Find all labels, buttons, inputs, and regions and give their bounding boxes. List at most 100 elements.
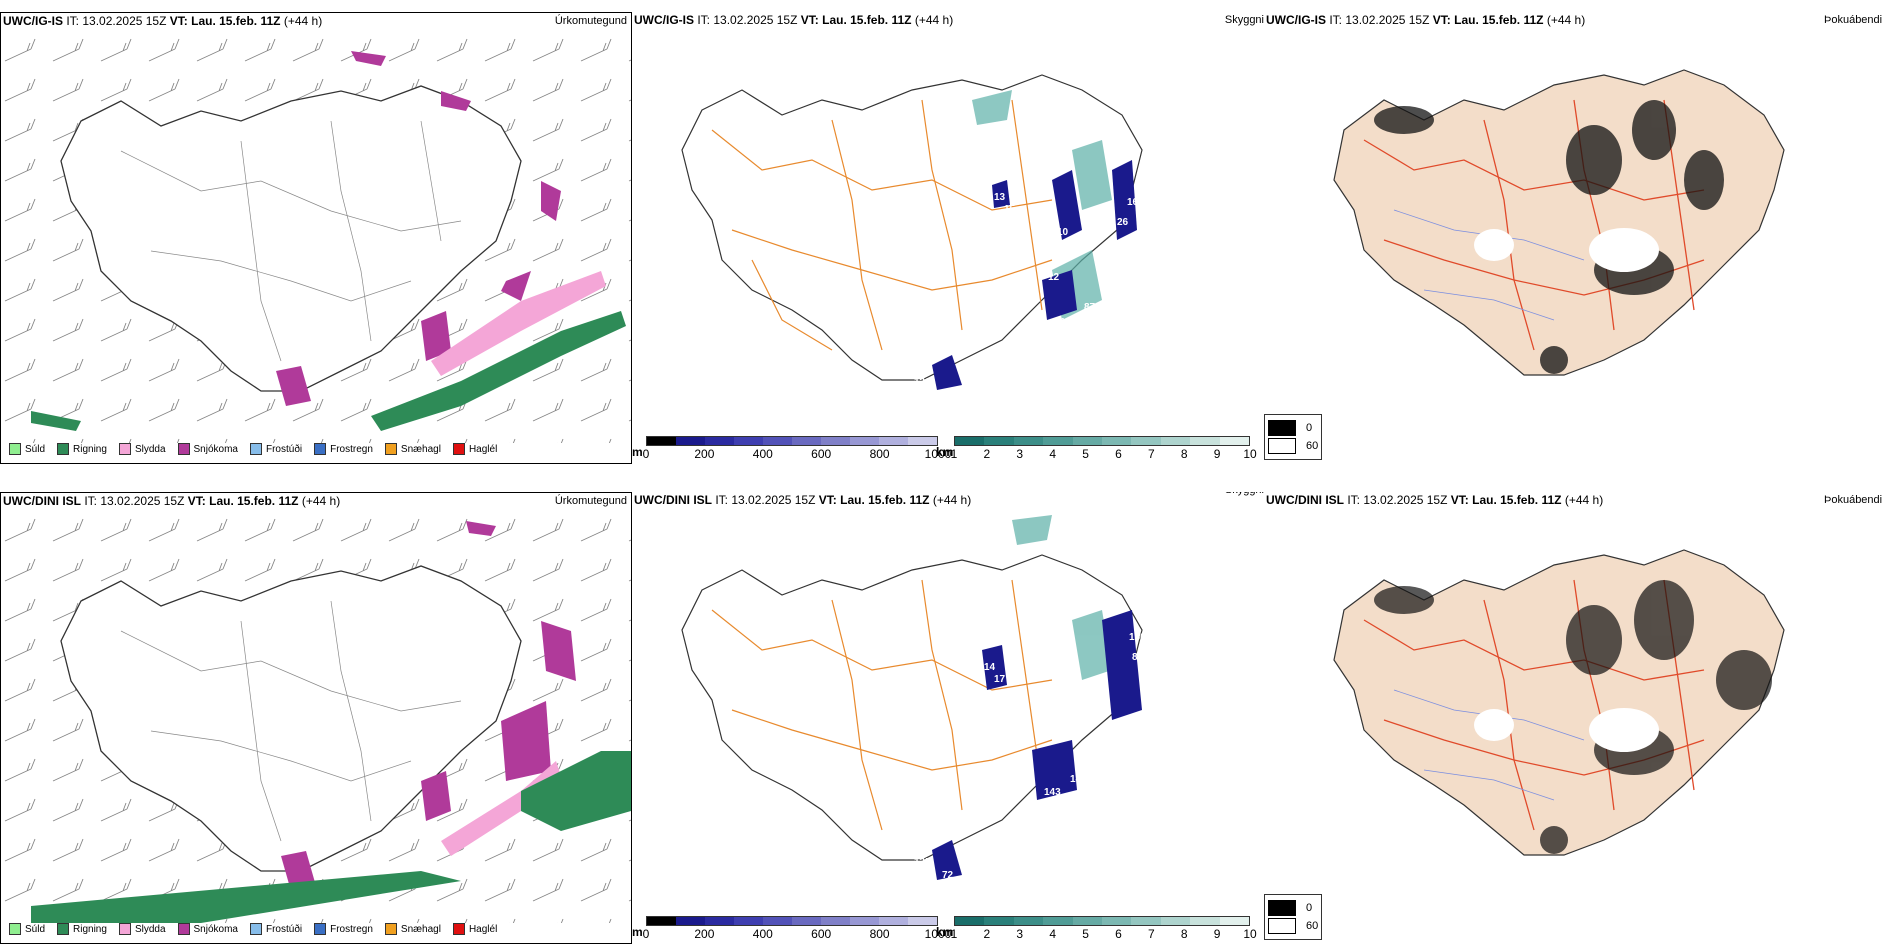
svg-text:13: 13 xyxy=(994,192,1006,203)
legend-item: Frostregn xyxy=(314,923,373,935)
legend-item: Haglél xyxy=(452,923,497,935)
colorbar-tick-label: 0 xyxy=(642,927,650,941)
colorbar-tick-label: 2 xyxy=(983,927,991,941)
colorbar-segment xyxy=(1160,437,1191,445)
colorbar-segment xyxy=(821,917,850,925)
fog-index-label: Þokuábendi xyxy=(1824,14,1883,26)
colorbar-tick-label: 600 xyxy=(811,927,832,941)
svg-text:72: 72 xyxy=(942,870,954,881)
legend-swatch xyxy=(118,923,131,935)
colorbar-segment xyxy=(705,437,734,445)
legend-swatch xyxy=(57,923,70,935)
svg-text:17: 17 xyxy=(994,674,1006,685)
legend-item: Snæhagl xyxy=(384,443,441,455)
colorbar-tick-label: 3 xyxy=(1016,927,1024,941)
legend-swatch xyxy=(314,443,327,455)
visibility-colorbar: km 1 2 3 4 5 6 7 8 9 10 xyxy=(936,436,1257,461)
colorbar-segment xyxy=(1160,917,1191,925)
panel-title-row2-fog: UWC/DINI ISL IT: 13.02.2025 15Z VT: Lau.… xyxy=(1266,493,1604,507)
colorbar-segment xyxy=(850,917,879,925)
colorbar-segment xyxy=(734,917,763,925)
iceland-outline xyxy=(681,554,1143,861)
legend-item: Frostúði xyxy=(249,443,302,455)
svg-text:10: 10 xyxy=(1057,227,1069,238)
legend-swatch xyxy=(177,443,190,455)
colorbar-segment xyxy=(1072,917,1103,925)
svg-text:135: 135 xyxy=(914,857,931,868)
legend-item: Snjókoma xyxy=(177,923,238,935)
colorbar-segment xyxy=(763,437,792,445)
legend-swatch xyxy=(384,443,397,455)
svg-text:26: 26 xyxy=(1117,217,1129,228)
colorbar-segment xyxy=(734,437,763,445)
colorbar-tick-label: 7 xyxy=(1147,927,1155,941)
legend-swatch xyxy=(9,443,21,455)
legend-swatch xyxy=(177,923,190,935)
fog-swatch xyxy=(1268,918,1296,934)
legend-swatch xyxy=(249,923,262,935)
colorbar-tick-label: 4 xyxy=(1049,927,1056,941)
colorbar-segment xyxy=(955,917,985,925)
colorbar-tick-label: 1 xyxy=(950,927,958,941)
cloud-labels-row1: 13 15 10 12 115 87 72 163 230 120 50 9 1… xyxy=(914,192,1149,401)
panel-title-row1-cloud: UWC/IG-IS IT: 13.02.2025 15Z VT: Lau. 15… xyxy=(634,13,954,27)
legend-item: Snæhagl xyxy=(384,923,441,935)
fog-legend-item: 60 xyxy=(1268,918,1318,934)
legend-swatch xyxy=(452,923,465,935)
colorbar-tick-label: 5 xyxy=(1082,447,1089,461)
colorbar-tick-label: 0 xyxy=(642,447,650,461)
precip-map xyxy=(1,31,631,443)
fog-legend-row1: 0 60 xyxy=(1264,414,1323,460)
fog-legend-row2: 0 60 xyxy=(1264,894,1323,940)
colorbar-tick-label: 400 xyxy=(752,447,773,461)
colorbar-segment xyxy=(1013,437,1044,445)
iceland-outline xyxy=(60,565,522,872)
legend-swatch xyxy=(57,443,70,455)
cloud-map: 14 17 13 16 143 14 103 237 128 101 135 7… xyxy=(632,510,1262,910)
svg-text:87: 87 xyxy=(1084,302,1096,313)
colorbar-tick-label: 6 xyxy=(1115,927,1122,941)
legend-swatch xyxy=(118,443,131,455)
colorbar-tick-label: 6 xyxy=(1115,447,1122,461)
precip-type-label: Úrkomutegund xyxy=(554,495,627,507)
fog-index-label: Þokuábendi xyxy=(1824,494,1883,506)
colorbar-segment xyxy=(1219,917,1250,925)
colorbar-tick-label: 2 xyxy=(983,447,991,461)
svg-text:50: 50 xyxy=(942,390,954,401)
colorbar-segment xyxy=(1102,917,1132,925)
colorbar-tick-label: 8 xyxy=(1180,927,1188,941)
svg-text:9: 9 xyxy=(1102,252,1108,263)
colorbar-tick-label: 9 xyxy=(1213,927,1221,941)
legend-item: Snjókoma xyxy=(177,443,238,455)
visibility-label: Skyggni xyxy=(1225,492,1264,496)
svg-text:12: 12 xyxy=(1048,272,1060,283)
precip-panel-row2: UWC/DINI ISL IT: 13.02.2025 15Z VT: Lau.… xyxy=(0,492,632,944)
colorbar-tick-label: 3 xyxy=(1016,447,1024,461)
colorbar-tick-label: 800 xyxy=(869,447,890,461)
panel-title-row1-fog: UWC/IG-IS IT: 13.02.2025 15Z VT: Lau. 15… xyxy=(1266,13,1586,27)
precip-legend-row1: Súld Rigning Slydda Snjókoma Frostúði Fr… xyxy=(9,443,509,455)
legend-swatch xyxy=(9,923,21,935)
colorbar-segment xyxy=(1072,437,1103,445)
colorbar-segment xyxy=(1219,437,1250,445)
svg-text:128: 128 xyxy=(1124,742,1141,753)
colorbar-segment xyxy=(792,437,821,445)
colorbar-segment xyxy=(676,437,705,445)
colorbar-tick-label: 200 xyxy=(694,447,715,461)
colorbar-segment xyxy=(1190,437,1220,445)
fog-legend-item: 60 xyxy=(1268,438,1318,454)
colorbar-segment xyxy=(1102,437,1132,445)
svg-text:163: 163 xyxy=(1132,287,1149,298)
colorbar-tick-label: 800 xyxy=(869,927,890,941)
svg-text:230: 230 xyxy=(1060,342,1077,353)
colorbar-segment xyxy=(1013,917,1044,925)
colorbar-tick-label: 1 xyxy=(950,447,958,461)
panel-title-row1: UWC/IG-IS IT: 13.02.2025 15Z VT: Lau. 15… xyxy=(3,14,323,28)
legend-swatch xyxy=(314,923,327,935)
legend-item: Rigning xyxy=(57,923,107,935)
colorbar-tick-label: 1000 xyxy=(924,447,952,461)
svg-text:237: 237 xyxy=(1117,727,1134,738)
colorbar-segment xyxy=(1131,917,1161,925)
colorbar-segment xyxy=(879,917,908,925)
colorbar-segment xyxy=(763,917,792,925)
